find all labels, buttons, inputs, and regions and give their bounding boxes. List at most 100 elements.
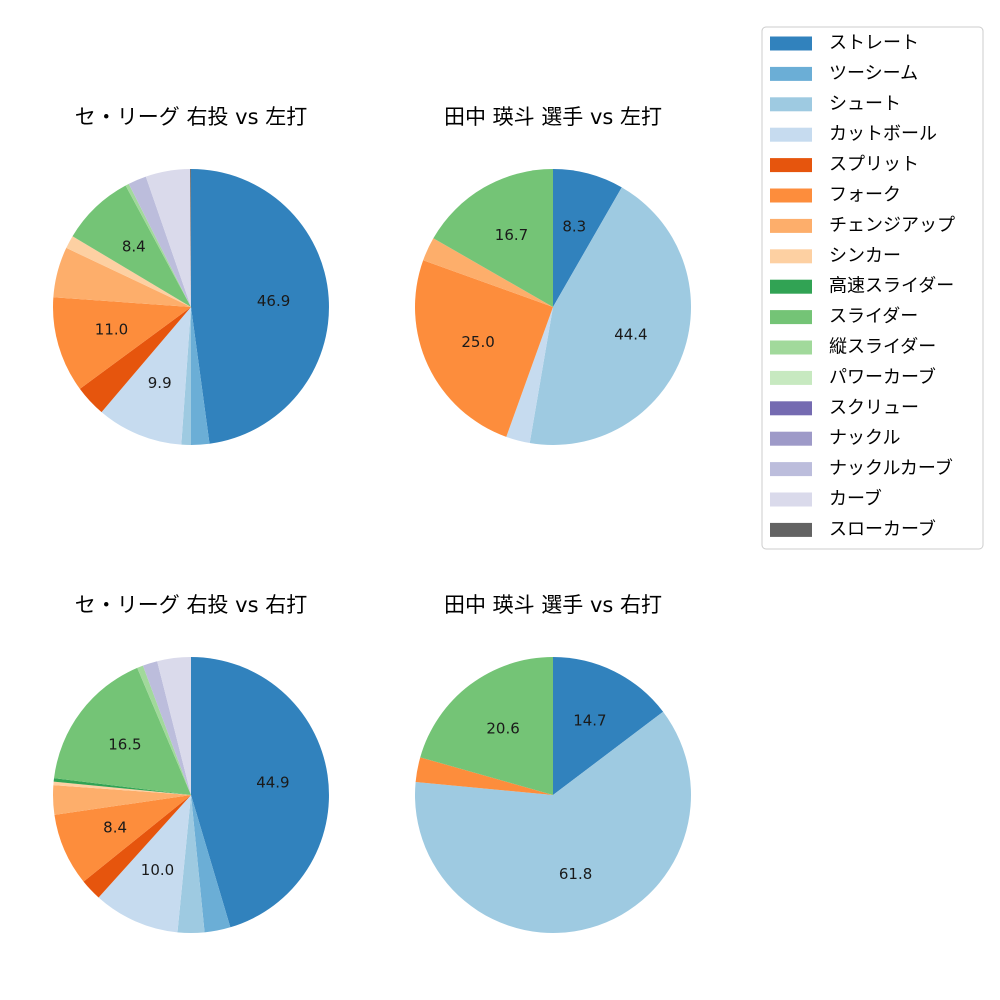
slice-value-label: 44.4: [614, 326, 647, 344]
legend-label: スクリュー: [829, 397, 919, 418]
slice-value-label: 46.9: [257, 292, 290, 310]
legend-label: ナックル: [829, 428, 900, 449]
legend-item: シンカー: [770, 245, 901, 266]
pie-slice: [553, 169, 622, 307]
legend-label: スプリット: [829, 154, 919, 175]
legend-item: 高速スライダー: [770, 276, 954, 297]
legend-item: パワーカーブ: [770, 366, 936, 388]
pie-slice: [415, 757, 553, 795]
pie-chart-1: セ・リーグ 右投 vs 左打 46.9 9.9 11.0 8.4: [52, 105, 329, 445]
pie-slice: [506, 307, 553, 444]
pie-slice: [420, 657, 553, 795]
pie-slice: [191, 657, 329, 928]
legend-swatch: [770, 340, 812, 355]
pie-slice: [415, 260, 553, 437]
slice-value-label: 16.7: [495, 226, 528, 244]
legend-item: ツーシーム: [770, 63, 918, 84]
chart-title: セ・リーグ 右投 vs 左打: [75, 105, 307, 129]
pie-chart-2: 田中 瑛斗 選手 vs 左打 8.3 44.4 25.0 16.7: [415, 105, 692, 446]
legend-swatch: [770, 36, 812, 51]
pie-slice: [157, 657, 191, 795]
chart-title: 田中 瑛斗 選手 vs 左打: [444, 105, 662, 129]
legend-swatch: [770, 522, 812, 537]
legend-frame: [761, 26, 984, 550]
legend-swatch: [770, 279, 812, 294]
pie-slice: [79, 307, 191, 413]
chart-title: 田中 瑛斗 選手 vs 右打: [444, 593, 662, 617]
pie-slice: [433, 169, 553, 307]
legend-swatch: [770, 492, 812, 507]
pie-charts: セ・リーグ 右投 vs 左打 46.9 9.9 11.0 8.4 田中 瑛斗 選手 vs …: [52, 105, 692, 933]
pie-slice: [181, 307, 191, 445]
legend-item: ナックル: [770, 428, 900, 449]
pie-slice: [101, 307, 191, 445]
legend-label: スライダー: [829, 306, 918, 327]
legend-swatch: [770, 97, 812, 112]
legend-swatch: [770, 66, 812, 81]
pie-slice: [128, 176, 191, 307]
legend-swatch: [770, 127, 812, 142]
slice-value-label: 10.0: [141, 861, 174, 879]
legend-item: チェンジアップ: [770, 215, 955, 236]
slice-value-label: 8.4: [103, 819, 127, 837]
pie-slice: [72, 185, 191, 307]
slice-value-label: 11.0: [95, 321, 128, 339]
legend-label: フォーク: [829, 185, 901, 206]
pie-slice: [125, 183, 191, 307]
slice-value-label: 61.8: [559, 865, 592, 883]
legend-swatch: [770, 431, 812, 446]
legend-label: 縦スライダー: [829, 337, 936, 358]
legend-swatch: [770, 158, 812, 173]
legend-label: カットボール: [829, 124, 937, 145]
pie-slice: [191, 307, 210, 445]
pie-slice: [145, 169, 191, 307]
legend-item: カットボール: [770, 124, 937, 145]
pie-slice: [191, 795, 231, 933]
pie-slice: [553, 657, 664, 795]
pie-slice: [52, 297, 192, 389]
legend-label: パワーカーブ: [829, 366, 936, 388]
legend-label: ストレート: [829, 33, 919, 54]
legend-item: カーブ: [770, 488, 882, 510]
pie-chart-4: 田中 瑛斗 選手 vs 右打 14.7 61.8 20.6: [414, 593, 691, 933]
slice-value-label: 25.0: [461, 333, 494, 351]
legend-swatch: [770, 310, 812, 325]
legend-label: シュート: [829, 93, 901, 114]
pie-slice: [177, 795, 205, 933]
legend-item: シュート: [770, 93, 901, 114]
legend-item: フォーク: [770, 185, 901, 206]
legend-label: スローカーブ: [829, 518, 936, 540]
legend-swatch: [770, 401, 812, 416]
pie-slice: [54, 795, 191, 882]
slice-value-label: 8.3: [562, 218, 586, 236]
pie-slice: [423, 238, 553, 307]
pie-slice: [53, 778, 192, 795]
chart-title: セ・リーグ 右投 vs 右打: [75, 593, 307, 617]
legend-swatch: [770, 249, 812, 264]
legend-label: ナックルカーブ: [829, 457, 953, 479]
slice-value-label: 14.7: [573, 711, 606, 729]
legend-item: スクリュー: [770, 397, 919, 418]
pie-slice: [54, 667, 191, 795]
legend-item: スプリット: [770, 154, 919, 175]
pie-slice: [83, 795, 191, 898]
slice-value-label: 8.4: [122, 238, 146, 256]
pie-slice: [66, 236, 191, 307]
legend-label: 高速スライダー: [829, 276, 954, 297]
legend-item: ナックルカーブ: [770, 457, 953, 479]
pie-slice: [53, 247, 192, 307]
legend-label: カーブ: [829, 488, 882, 510]
pie-slice: [53, 781, 191, 795]
pie-slice: [142, 661, 191, 795]
legend-label: シンカー: [829, 245, 901, 266]
pie-slice: [52, 785, 192, 815]
legend-swatch: [770, 462, 812, 477]
pie-slice: [137, 665, 191, 795]
pie-slice: [414, 711, 691, 933]
pie-chart-3: セ・リーグ 右投 vs 右打 44.9 10.0 8.4 16.5: [52, 593, 329, 933]
pie-slice: [529, 187, 692, 446]
legend: ストレートツーシームシュートカットボールスプリットフォークチェンジアップシンカー…: [761, 26, 984, 550]
slice-value-label: 16.5: [108, 736, 141, 754]
legend-items: ストレートツーシームシュートカットボールスプリットフォークチェンジアップシンカー…: [770, 33, 955, 540]
slice-value-label: 44.9: [256, 774, 289, 792]
